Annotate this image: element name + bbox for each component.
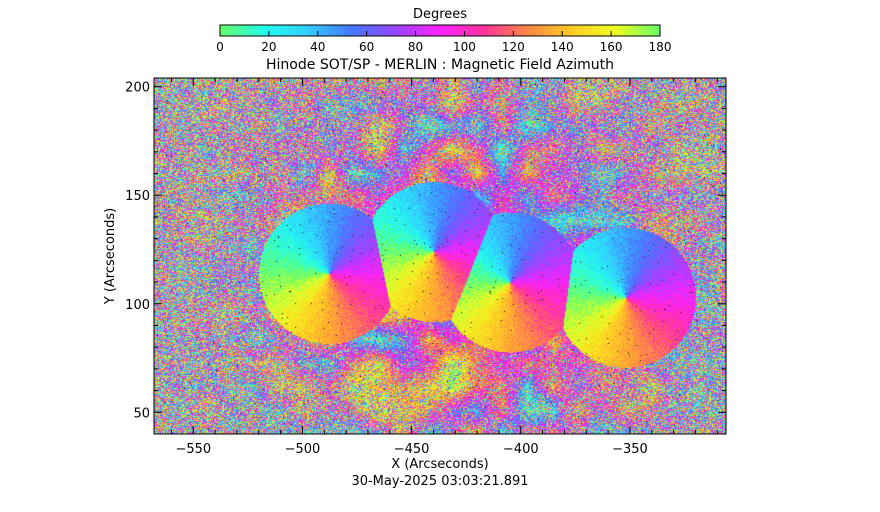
plot-frame xyxy=(153,77,727,435)
plot-area xyxy=(153,77,727,435)
colorbar-tick-label: 60 xyxy=(359,40,374,54)
colorbar-tick-label: 180 xyxy=(649,40,672,54)
timestamp: 30-May-2025 03:03:21.891 xyxy=(351,474,528,489)
colorbar-title: Degrees xyxy=(413,7,467,22)
x-tick-label: −500 xyxy=(285,442,321,457)
y-tick-label: 50 xyxy=(133,406,150,421)
x-tick-label: −550 xyxy=(175,442,211,457)
colorbar-tick-label: 40 xyxy=(310,40,325,54)
axis-ticks: −550 −500 −450 −400 −350 50 100 150 200 xyxy=(125,78,726,457)
colorbar-tick-label: 140 xyxy=(551,40,574,54)
azimuth-map xyxy=(154,78,726,434)
colorbar-tick-label: 100 xyxy=(453,40,476,54)
y-tick-label: 200 xyxy=(125,81,150,96)
colorbar xyxy=(219,24,661,37)
x-tick-label: −350 xyxy=(612,442,648,457)
x-tick-label: −400 xyxy=(503,442,539,457)
colorbar-tick-label: 0 xyxy=(216,40,224,54)
colorbar-tick-label: 160 xyxy=(600,40,623,54)
colorbar-ticks: 0 20 40 60 80 100 120 140 160 180 xyxy=(216,31,671,54)
x-tick-label: −450 xyxy=(394,442,430,457)
colorbar-tick-label: 20 xyxy=(261,40,276,54)
x-axis-label: X (Arcseconds) xyxy=(391,457,488,472)
y-tick-label: 100 xyxy=(125,298,150,313)
colorbar-tick-label: 80 xyxy=(408,40,423,54)
chart-title: Hinode SOT/SP - MERLIN : Magnetic Field … xyxy=(266,57,614,73)
y-tick-label: 150 xyxy=(125,189,150,204)
colorbar-tick-label: 120 xyxy=(502,40,525,54)
y-axis-label: Y (Arcseconds) xyxy=(103,208,118,305)
